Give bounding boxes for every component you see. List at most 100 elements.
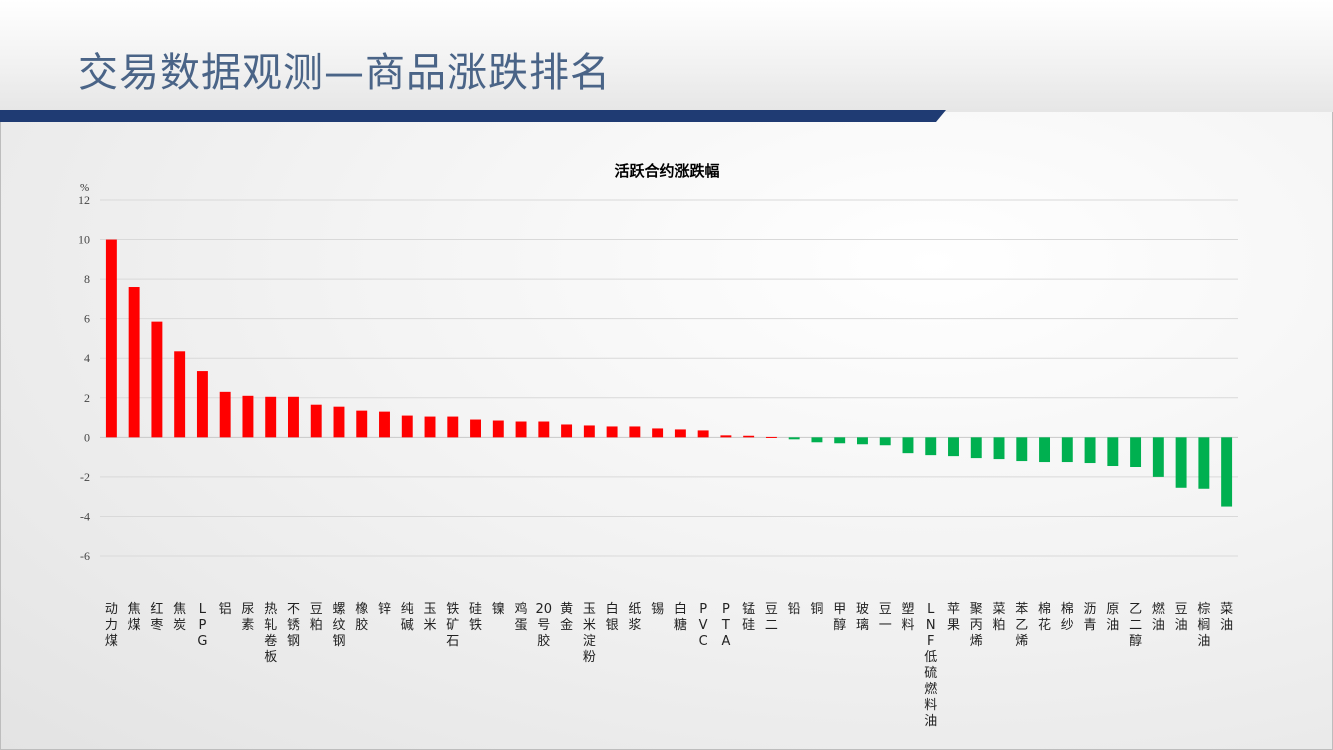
bar: [1107, 437, 1119, 467]
x-tick-label: 焦炭: [173, 602, 186, 633]
bar: [1221, 437, 1233, 507]
bar: [629, 426, 641, 438]
bar: [287, 396, 299, 438]
x-tick-label: 豆油: [1175, 602, 1188, 633]
x-tick-label: 白糖: [674, 601, 687, 633]
y-tick-label: 4: [84, 351, 90, 365]
x-tick-label: 玉米: [424, 602, 437, 633]
x-tick-label: 焦煤: [128, 602, 141, 633]
x-tick-label: 菜粕: [993, 602, 1006, 633]
header-band: [0, 0, 1333, 112]
bar: [561, 424, 573, 438]
x-tick-label: 乙二醇: [1129, 602, 1142, 649]
bar: [447, 416, 459, 438]
x-tick-label: 铝: [219, 602, 232, 617]
x-tick-label: 塑料: [901, 602, 914, 633]
x-tick-label: 棉花: [1038, 602, 1051, 633]
bar: [219, 391, 231, 438]
x-tick-label: 棕榈油: [1197, 602, 1210, 649]
x-tick-label: 豆粕: [310, 602, 323, 633]
x-tick-label: 豆二: [765, 602, 778, 633]
x-tick-label: 玻璃: [856, 602, 869, 633]
x-tick-label: 镍: [492, 602, 505, 617]
bar: [743, 435, 755, 438]
bar: [538, 421, 550, 438]
bar: [948, 437, 959, 457]
x-tick-label: 硅铁: [469, 602, 482, 633]
bar: [925, 437, 937, 456]
y-axis-unit-label: %: [80, 182, 89, 194]
x-tick-label: 苹果: [947, 602, 960, 633]
y-tick-label: 10: [78, 233, 90, 247]
x-tick-label: 纯碱: [401, 602, 414, 633]
x-tick-label: 甲醇: [833, 602, 846, 633]
bar: [1130, 437, 1142, 467]
x-tick-label: 沥青: [1084, 602, 1097, 633]
slide-title: 交易数据观测—商品涨跌排名: [78, 50, 611, 96]
bar: [902, 437, 914, 454]
x-tick-label: 铁矿石: [446, 602, 459, 649]
y-tick-label: 6: [84, 312, 90, 326]
bar: [1152, 437, 1164, 477]
y-tick-label: -6: [80, 549, 90, 563]
bar: [834, 437, 846, 444]
x-tick-label: 聚丙烯: [970, 602, 983, 649]
bar: [606, 426, 618, 438]
bar: [674, 429, 686, 438]
x-tick-label: 橡胶: [355, 602, 368, 633]
x-tick-label: 菜油: [1220, 602, 1233, 633]
y-tick-label: -2: [80, 470, 90, 484]
chart-title: 活跃合约涨跌幅: [614, 162, 719, 180]
bar: [652, 428, 664, 438]
x-tick-label: 豆一: [879, 602, 892, 633]
x-tick-label: 不锈钢: [287, 602, 300, 649]
title-underline-bar: [0, 110, 946, 122]
bar: [720, 435, 732, 438]
x-tick-label: 尿素: [241, 602, 254, 633]
bar: [1039, 437, 1051, 463]
bar: [424, 416, 436, 438]
bar: [174, 351, 186, 438]
bar: [492, 420, 504, 438]
bar: [1061, 437, 1073, 463]
x-tick-label: 白银: [606, 601, 619, 633]
bar: [879, 437, 891, 446]
bar: [970, 437, 982, 459]
x-tick-label: 鸡蛋: [515, 601, 528, 633]
x-tick-label: 动力煤: [105, 602, 118, 649]
bar: [151, 321, 163, 438]
bar: [401, 415, 413, 438]
bar: [515, 421, 527, 438]
bar: [1016, 437, 1028, 462]
bar: [333, 406, 345, 438]
bar: [242, 395, 254, 438]
x-tick-label: 热轧卷板: [264, 602, 277, 665]
x-tick-label: 锰硅: [742, 602, 755, 633]
x-tick-label: 铜: [810, 602, 823, 617]
bar: [1198, 437, 1210, 489]
y-tick-label: 12: [78, 193, 90, 207]
bar: [1084, 437, 1096, 464]
x-tick-label: 铅: [788, 602, 801, 617]
title-underline-shape: [0, 110, 946, 122]
x-tick-label: L N F 低硫燃料油: [924, 602, 937, 729]
x-tick-label: 红枣: [150, 601, 163, 633]
bar: [105, 239, 117, 438]
x-tick-label: 黄金: [560, 602, 573, 633]
y-tick-label: 2: [84, 391, 90, 405]
x-tick-label: 纸浆: [628, 602, 641, 633]
bar: [128, 287, 140, 438]
bar: [379, 411, 390, 438]
bar: [470, 419, 482, 438]
bar: [583, 425, 595, 438]
bar: [856, 437, 868, 445]
bar: [788, 437, 800, 440]
y-tick-label: -4: [80, 509, 90, 523]
y-tick-label: 8: [84, 272, 90, 286]
bar: [697, 430, 709, 438]
bar: [811, 437, 823, 443]
